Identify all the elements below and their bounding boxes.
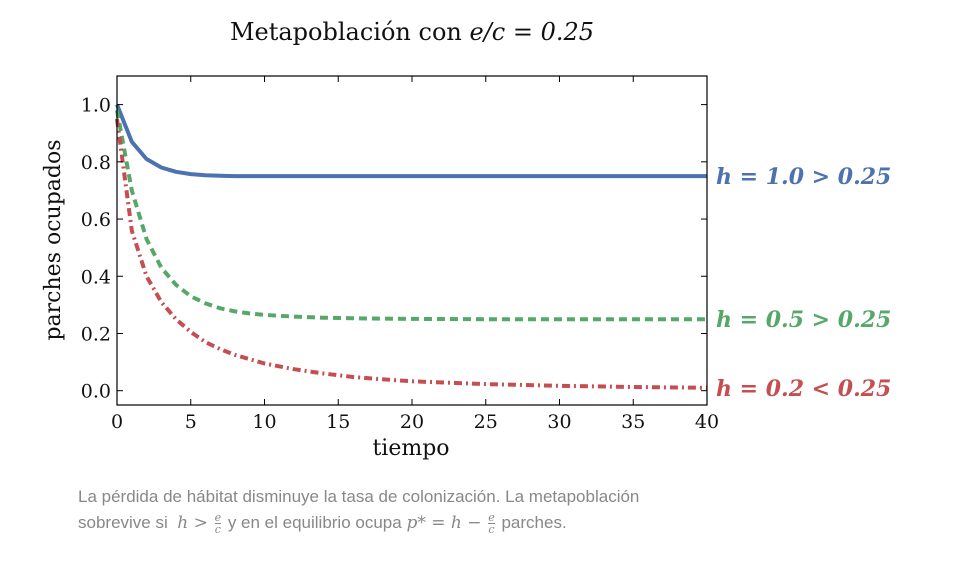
fraction-numerator: e: [214, 511, 222, 525]
x-tick-label: 30: [547, 411, 571, 433]
y-tick-label: 0.8: [81, 152, 111, 174]
x-tick-label: 0: [111, 411, 123, 433]
chart-caption: La pérdida de hábitat disminuye la tasa …: [78, 484, 798, 536]
y-tick-label: 0.6: [81, 209, 111, 231]
caption-line-1: La pérdida de hábitat disminuye la tasa …: [78, 487, 640, 506]
series-line-2: [115, 109, 707, 322]
x-tick-label: 40: [695, 411, 719, 433]
fraction-numerator: e: [488, 511, 495, 525]
y-tick-label: 1.0: [81, 95, 111, 117]
series-line-1: [115, 103, 707, 179]
series-label-1: h = 1.0 > 0.25: [716, 164, 891, 190]
chart: Metapoblación con e/c = 0.25 0 5 10 15 20 25 3…: [41, 18, 891, 461]
caption-fraction-1: e c: [214, 511, 222, 537]
caption-text-c: parches.: [501, 513, 567, 532]
caption-condition: h >: [177, 513, 208, 533]
x-tick-label: 20: [400, 411, 424, 433]
x-tick-label: 35: [621, 411, 645, 433]
plot-area: 0 5 10 15 20 25 30 35 40 0.0 0.2 0.4 0.6 0.8 1.0 h = 1.…: [81, 75, 891, 433]
series-label-3: h = 0.2 < 0.25: [716, 376, 891, 402]
series-label-2: h = 0.5 > 0.25: [716, 307, 891, 333]
y-tick-label: 0.2: [81, 323, 111, 345]
series-line-3: [115, 118, 708, 390]
x-tick-label: 15: [326, 411, 350, 433]
x-tick-label: 5: [185, 411, 197, 433]
caption-text-a: sobrevive si: [78, 513, 168, 532]
y-tick-label: 0.4: [81, 266, 111, 288]
caption-line-2: sobrevive si h > e c y en el equilibrio …: [78, 510, 798, 536]
caption-equilibrium: p* = h −: [406, 513, 482, 533]
caption-fraction-2: e c: [488, 512, 495, 535]
x-tick-label: 10: [252, 411, 276, 433]
x-axis-label: tiempo: [372, 436, 449, 461]
y-tick-label: 0.0: [81, 381, 111, 403]
plot-frame: [116, 75, 708, 406]
fraction-denominator: c: [214, 523, 222, 537]
caption-text-b: y en el equilibrio ocupa: [227, 513, 402, 532]
chart-title: Metapoblación con e/c = 0.25: [230, 18, 594, 46]
y-axis-label: parches ocupados: [41, 139, 66, 340]
x-tick-label: 25: [474, 411, 498, 433]
fraction-denominator: c: [488, 523, 495, 537]
